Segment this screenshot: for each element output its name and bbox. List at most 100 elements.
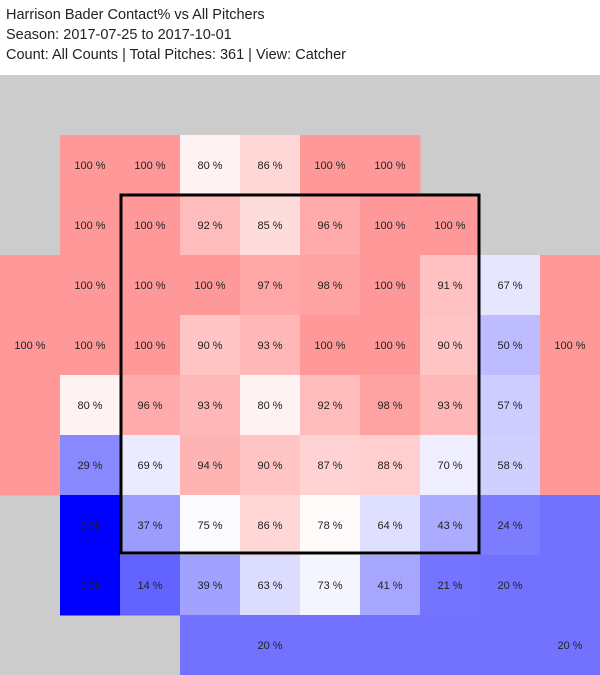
cell-value-label: 14 % [137,580,162,592]
heatmap-cell [180,495,241,556]
cell-value-label: 78 % [317,520,342,532]
cell-value-label: 80 % [257,400,282,412]
heatmap-cell [240,435,301,496]
cell-value-label: 20 % [497,580,522,592]
heatmap-cell [420,555,481,616]
cell-value-label: 88 % [377,460,402,472]
heatmap-cell [420,195,481,256]
cell-value-label: 100 % [74,220,105,232]
cell-value-label: 100 % [134,160,165,172]
heatmap-cell [60,435,121,496]
cell-value-label: 67 % [497,280,522,292]
cell-value-label: 100 % [434,220,465,232]
cell-value-label: 69 % [137,460,162,472]
cell-value-label: 100 % [134,280,165,292]
cell-value-label: 100 % [374,280,405,292]
cell-value-label: 92 % [197,220,222,232]
heatmap-plot: 100 % 100 % 80 % 86 % 100 % 100 % 100 % 100 % 92… [0,75,600,675]
cell-value-label: 41 % [377,580,402,592]
heatmap-cell [240,495,301,556]
cell-value-label: 100 % [134,340,165,352]
cell-value-label: 87 % [317,460,342,472]
separator: | [122,47,126,63]
heatmap-cell [180,435,241,496]
cell-value-label: 100 % [134,220,165,232]
heatmap-cell [360,435,421,496]
heatmap-cell [120,315,181,376]
heatmap-cell [240,255,301,316]
heatmap-cell [360,195,421,256]
heatmap-cell [180,135,241,196]
heatmap-cell [0,435,61,496]
cell-value-label: 70 % [437,460,462,472]
heatmap-cell [360,315,421,376]
heatmap-cell [120,375,181,436]
cell-value-label: 85 % [257,220,282,232]
heatmap-cell [540,555,600,616]
heatmap-cell [60,315,121,376]
heatmap-cell [240,195,301,256]
heatmap-cell [0,255,61,316]
heatmap-cell [540,255,600,316]
cell-value-label: 57 % [497,400,522,412]
cell-value-label: 80 % [77,400,102,412]
season-line: Season: 2017-07-25 to 2017-10-01 [6,26,232,44]
heatmap-cell [300,435,361,496]
cell-value-label: 93 % [437,400,462,412]
cell-value-label: 100 % [194,280,225,292]
cell-value-label: 90 % [197,340,222,352]
cell-value-label: 100 % [314,340,345,352]
cell-value-label: 20 % [557,640,582,652]
chart-header: Harrison Bader Contact% vs All Pitchers … [0,0,600,75]
cell-value-label: 0 % [81,520,100,532]
cell-value-label: 86 % [257,160,282,172]
cell-value-label: 100 % [374,340,405,352]
cell-value-label: 94 % [197,460,222,472]
season-prefix: Season: [6,27,60,43]
cell-value-label: 100 % [314,160,345,172]
cell-value-label: 100 % [374,220,405,232]
cell-value-label: 100 % [554,340,585,352]
view-prefix: View: [255,47,292,63]
heatmap-cell [480,555,541,616]
total-pitches: 361 [219,47,245,63]
heatmap-cell [180,255,241,316]
heatmap-cell [540,615,600,675]
heatmap-cell [480,315,541,376]
heatmap-cell [240,555,301,616]
cell-value-label: 37 % [137,520,162,532]
heatmap-cell [300,375,361,436]
heatmap-cell [480,255,541,316]
cell-value-label: 43 % [437,520,462,532]
cell-value-label: 98 % [317,280,342,292]
cell-value-label: 96 % [317,220,342,232]
heatmap-cell [60,555,121,616]
heatmap-cell [540,435,600,496]
cell-value-label: 100 % [374,160,405,172]
heatmap-cell [300,315,361,376]
heatmap-cell [300,255,361,316]
heatmap-cell [120,435,181,496]
cell-value-label: 90 % [437,340,462,352]
cell-value-label: 20 % [257,640,282,652]
heatmap-cell [360,495,421,556]
cell-value-label: 93 % [197,400,222,412]
heatmap-cell [480,495,541,556]
heatmap-cell [420,495,481,556]
cell-value-label: 39 % [197,580,222,592]
count-prefix: Count: [6,47,49,63]
heatmap-cell [120,495,181,556]
heatmap-cell [420,315,481,376]
cell-value-label: 86 % [257,520,282,532]
heatmap-cell [540,495,600,556]
heatmap-cell [60,135,121,196]
heatmap-cell [180,555,241,616]
heatmap-cell [540,315,600,376]
cell-value-label: 0 % [81,580,100,592]
heatmap-cell [120,555,181,616]
cell-value-label: 73 % [317,580,342,592]
heatmap-cell [60,195,121,256]
cell-value-label: 100 % [14,340,45,352]
heatmap-cell [240,135,301,196]
cell-value-label: 24 % [497,520,522,532]
